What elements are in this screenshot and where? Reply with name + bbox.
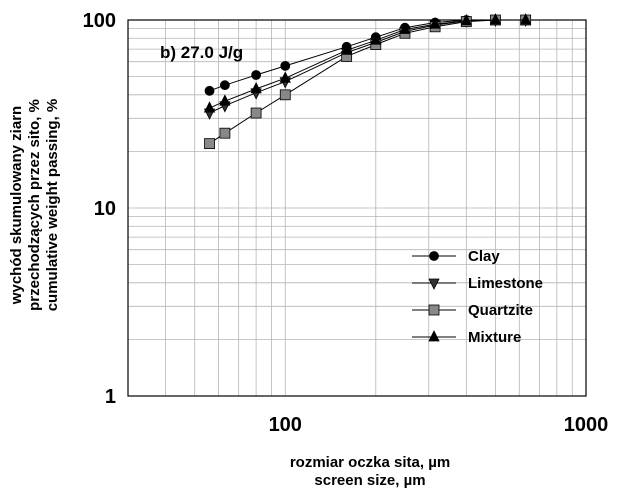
series-line-limestone bbox=[209, 19, 526, 114]
data-point-mixture bbox=[399, 22, 411, 34]
data-point-mixture bbox=[489, 13, 502, 25]
series-clay bbox=[204, 15, 531, 96]
series-line-clay bbox=[209, 19, 526, 92]
y-axis-ticks: 1 10 100 bbox=[83, 10, 116, 408]
y-axis-title-line-1: wychód skumulowany ziarn bbox=[8, 106, 25, 305]
data-point-mixture bbox=[370, 33, 382, 45]
data-point-mixture bbox=[219, 94, 231, 106]
data-point-clay bbox=[204, 85, 215, 96]
legend-label-clay: Clay bbox=[468, 248, 500, 265]
legend-label-quartzite: Quartzite bbox=[468, 302, 533, 319]
series-limestone bbox=[203, 15, 532, 120]
legend-item-limestone: Limestone bbox=[412, 275, 543, 292]
legend-item-clay: Clay bbox=[412, 248, 500, 265]
legend-item-mixture: Mixture bbox=[412, 329, 521, 346]
x-tick-label: 1000 bbox=[564, 414, 609, 436]
grid bbox=[128, 20, 586, 396]
x-tick-label: 100 bbox=[269, 414, 302, 436]
data-point-mixture bbox=[460, 13, 472, 26]
data-point-quartzite bbox=[204, 138, 215, 150]
legend: Clay Limestone Quartzite Mixture bbox=[412, 248, 543, 346]
y-axis-title-line-3: cumulative weight passing, % bbox=[44, 99, 61, 312]
x-axis-ticks: 100 1000 bbox=[269, 414, 609, 436]
data-point-mixture bbox=[279, 71, 291, 83]
y-tick-label: 10 bbox=[94, 198, 116, 220]
legend-marker-quartzite bbox=[428, 304, 440, 316]
series-layer bbox=[203, 13, 532, 150]
data-point-quartzite bbox=[250, 107, 262, 119]
data-point-mixture bbox=[203, 101, 216, 113]
y-axis-title-line-2: przechodzących przez sito, % bbox=[26, 99, 43, 311]
legend-label-mixture: Mixture bbox=[468, 329, 521, 346]
legend-marker-mixture bbox=[428, 330, 440, 342]
plot-area-frame bbox=[127, 19, 587, 397]
legend-marker-limestone bbox=[428, 278, 440, 290]
y-tick-label: 100 bbox=[83, 10, 116, 32]
y-tick-label: 1 bbox=[105, 386, 116, 408]
data-point-mixture bbox=[520, 13, 532, 25]
x-axis-title-line-2: screen size, µm bbox=[314, 472, 425, 489]
series-mixture bbox=[203, 13, 532, 113]
y-axis-title: wychód skumulowany ziarn przechodzących … bbox=[8, 99, 61, 312]
data-point-quartzite bbox=[279, 89, 291, 101]
data-point-mixture bbox=[250, 82, 262, 94]
data-point-quartzite bbox=[219, 127, 231, 139]
data-point-clay bbox=[280, 60, 291, 71]
series-quartzite bbox=[204, 14, 532, 150]
data-point-mixture bbox=[429, 17, 441, 29]
legend-label-limestone: Limestone bbox=[468, 275, 543, 292]
data-point-mixture bbox=[340, 43, 353, 55]
legend-marker-clay bbox=[429, 251, 439, 261]
legend-item-quartzite: Quartzite bbox=[412, 302, 533, 319]
data-point-clay bbox=[251, 70, 262, 80]
data-point-clay bbox=[220, 80, 230, 91]
chart-annotation: b) 27.0 J/g bbox=[160, 43, 243, 62]
x-axis-title-line-1: rozmiar oczka sita, µm bbox=[290, 454, 450, 471]
